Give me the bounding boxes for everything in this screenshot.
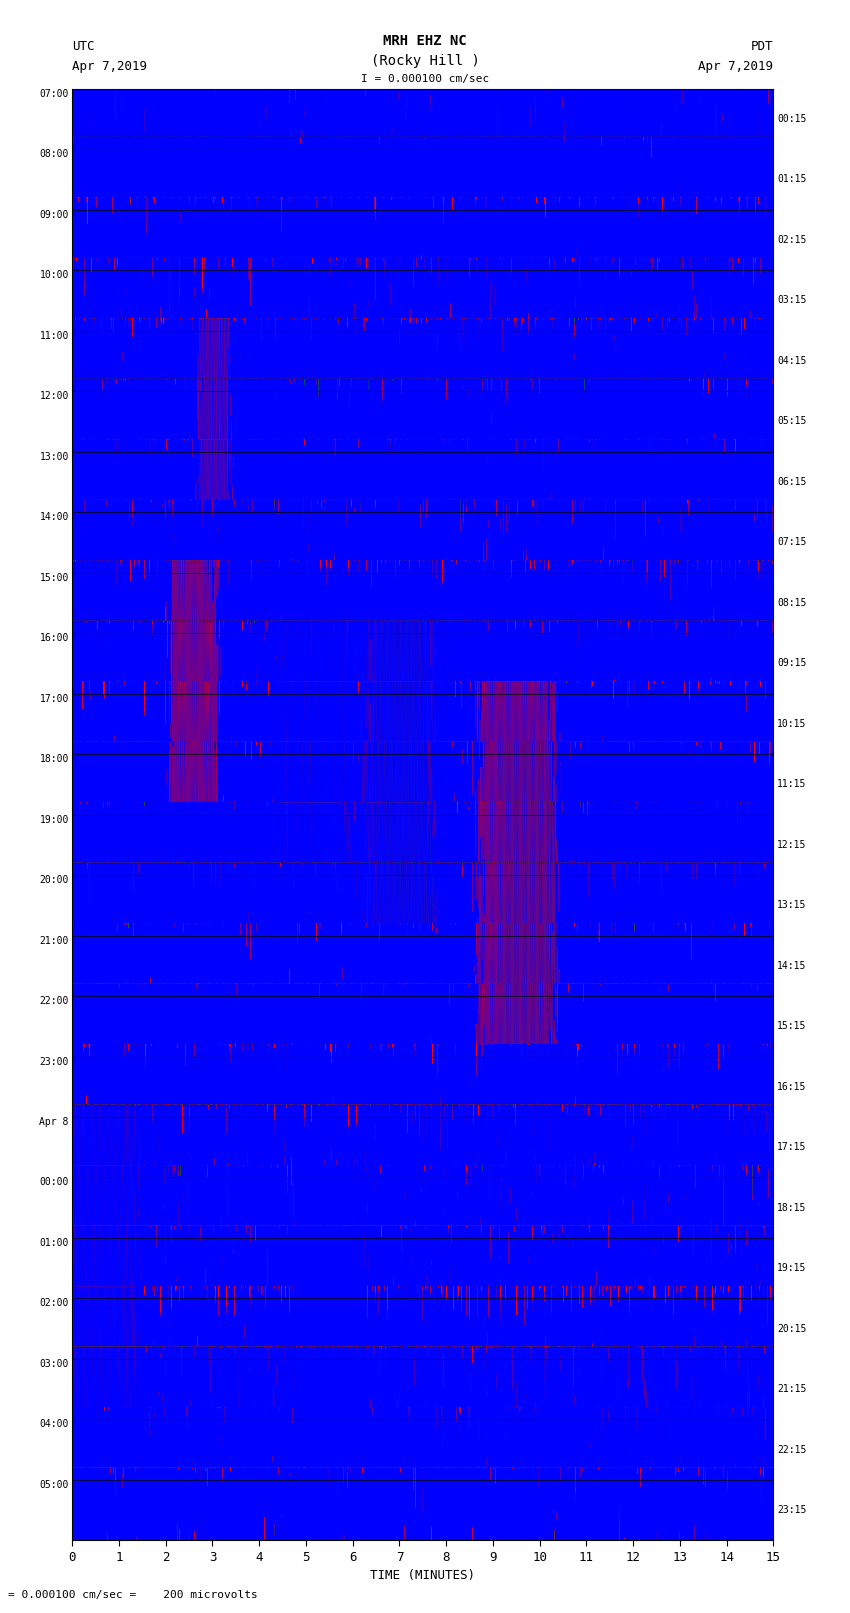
Text: 08:15: 08:15 [777,598,807,608]
Text: 16:15: 16:15 [777,1082,807,1092]
Text: 14:15: 14:15 [777,961,807,971]
Text: 10:00: 10:00 [39,271,69,281]
Text: 02:15: 02:15 [777,235,807,245]
Text: 23:15: 23:15 [777,1505,807,1515]
Text: 16:00: 16:00 [39,632,69,644]
Text: 10:15: 10:15 [777,719,807,729]
Text: 01:15: 01:15 [777,174,807,184]
Text: 12:15: 12:15 [777,840,807,850]
Text: = 0.000100 cm/sec =    200 microvolts: = 0.000100 cm/sec = 200 microvolts [8,1590,258,1600]
Text: 13:15: 13:15 [777,900,807,910]
Text: 18:00: 18:00 [39,753,69,765]
Text: 07:00: 07:00 [39,89,69,98]
Text: Apr 7,2019: Apr 7,2019 [699,60,774,73]
Text: 19:15: 19:15 [777,1263,807,1273]
Text: 05:15: 05:15 [777,416,807,426]
Text: 12:00: 12:00 [39,390,69,402]
Text: I = 0.000100 cm/sec: I = 0.000100 cm/sec [361,74,489,84]
Text: (Rocky Hill ): (Rocky Hill ) [371,53,479,68]
Text: 01:00: 01:00 [39,1239,69,1248]
Text: PDT: PDT [751,40,774,53]
Text: 02:00: 02:00 [39,1298,69,1308]
Text: 07:15: 07:15 [777,537,807,547]
Text: 15:15: 15:15 [777,1021,807,1031]
Text: MRH EHZ NC: MRH EHZ NC [383,34,467,48]
Text: 04:00: 04:00 [39,1419,69,1429]
Text: Apr 7,2019: Apr 7,2019 [72,60,147,73]
Text: 21:00: 21:00 [39,936,69,945]
Text: 22:00: 22:00 [39,995,69,1007]
Text: 06:15: 06:15 [777,477,807,487]
Text: 14:00: 14:00 [39,511,69,523]
Text: 18:15: 18:15 [777,1203,807,1213]
Text: 13:00: 13:00 [39,452,69,461]
Text: 22:15: 22:15 [777,1445,807,1455]
Text: 17:00: 17:00 [39,694,69,703]
Text: 08:00: 08:00 [39,148,69,160]
X-axis label: TIME (MINUTES): TIME (MINUTES) [371,1569,475,1582]
Text: 23:00: 23:00 [39,1057,69,1066]
Text: 17:15: 17:15 [777,1142,807,1152]
Text: Apr 8: Apr 8 [39,1116,69,1127]
Text: 09:00: 09:00 [39,210,69,219]
Text: 11:15: 11:15 [777,779,807,789]
Text: 21:15: 21:15 [777,1384,807,1394]
Text: 03:00: 03:00 [39,1358,69,1369]
Text: 11:00: 11:00 [39,331,69,340]
Text: 03:15: 03:15 [777,295,807,305]
Text: 09:15: 09:15 [777,658,807,668]
Text: 00:15: 00:15 [777,115,807,124]
Text: UTC: UTC [72,40,94,53]
Text: 19:00: 19:00 [39,815,69,824]
Text: 20:15: 20:15 [777,1324,807,1334]
Text: 20:00: 20:00 [39,874,69,886]
Text: 00:00: 00:00 [39,1177,69,1187]
Text: 15:00: 15:00 [39,573,69,582]
Text: 05:00: 05:00 [39,1481,69,1490]
Text: 04:15: 04:15 [777,356,807,366]
